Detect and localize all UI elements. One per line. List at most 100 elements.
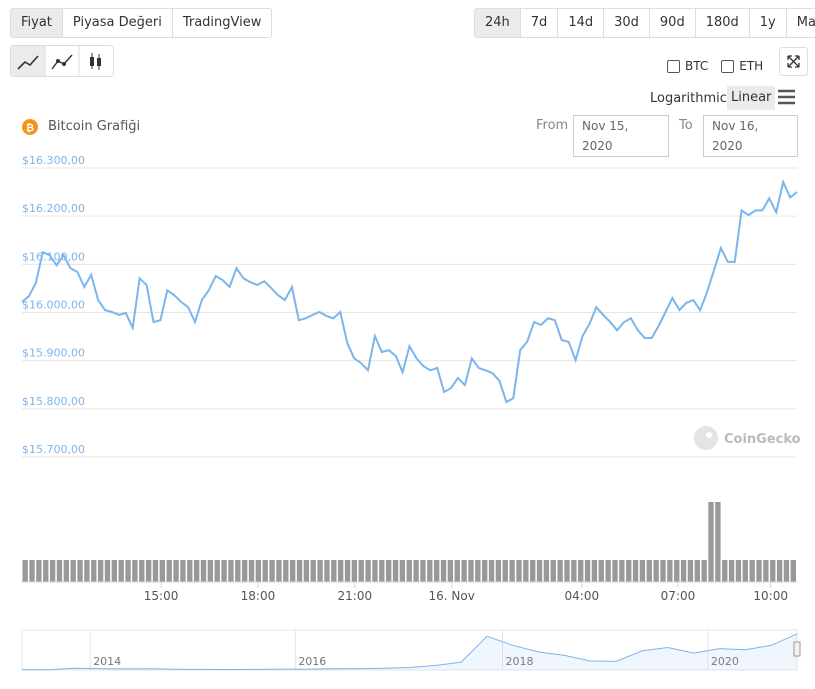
volume-bar — [84, 560, 90, 582]
checkbox-label: BTC — [685, 59, 709, 73]
volume-bar — [413, 560, 419, 582]
fullscreen-button[interactable] — [779, 47, 808, 76]
price-line — [21, 178, 798, 404]
volume-bar — [337, 560, 344, 582]
x-tick-label: 04:00 — [565, 589, 600, 603]
navigator-frame — [21, 629, 798, 671]
volume-bar — [118, 560, 124, 582]
volume-bar — [639, 560, 646, 582]
volume-bar — [502, 560, 508, 582]
volume-bar — [255, 560, 262, 582]
volume-bar — [605, 560, 611, 582]
volume-bar — [680, 560, 687, 582]
volume-bar — [687, 560, 694, 582]
range-button[interactable]: 7d — [519, 9, 558, 37]
range-button[interactable]: 30d — [603, 9, 649, 37]
volume-bar — [543, 560, 550, 582]
range-button[interactable]: 14d — [557, 9, 604, 37]
volume-bar — [420, 560, 426, 582]
scale-option[interactable]: Linear — [727, 86, 776, 110]
navigator-tick-label: 2020 — [711, 655, 739, 668]
range-button[interactable]: Max — [785, 9, 815, 37]
checkbox[interactable] — [721, 59, 735, 73]
range-button[interactable]: 180d — [694, 9, 749, 37]
volume-bar — [22, 560, 28, 582]
scale-option[interactable]: Logarithmic — [650, 91, 727, 106]
volume-bar — [783, 560, 790, 582]
volume-bar — [694, 560, 700, 582]
x-tick-label: 07:00 — [661, 589, 696, 603]
volume-bar — [536, 560, 543, 582]
volume-bar — [159, 560, 166, 582]
volume-bar — [77, 560, 83, 582]
menu-button[interactable] — [777, 88, 797, 106]
volume-bar — [406, 560, 412, 582]
watermark-text: CoinGecko — [724, 432, 801, 447]
from-input[interactable]: Nov 15, 2020 — [573, 115, 669, 157]
to-input[interactable]: Nov 16, 2020 — [703, 115, 798, 157]
coin-icon: ₿ — [22, 119, 38, 135]
volume-bar — [331, 560, 337, 582]
volume-bar — [509, 560, 515, 582]
tab[interactable]: Piyasa Değeri — [61, 9, 172, 37]
volume-bar — [776, 560, 783, 582]
volume-bar — [728, 560, 735, 582]
svg-text:₿: ₿ — [26, 122, 34, 134]
x-tick-label: 16. Nov — [429, 589, 475, 603]
line-type[interactable] — [11, 46, 45, 76]
volume-bar — [763, 560, 769, 582]
to-label: To — [679, 118, 693, 133]
volume-bar — [166, 560, 172, 582]
chart: CoinGecko $15.700,00 $15.800,00 $15.900,00… — [21, 154, 801, 671]
volume-bar — [262, 560, 268, 582]
x-tick-label: 21:00 — [338, 589, 373, 603]
navigator-handle[interactable] — [793, 641, 801, 657]
volume-bar — [29, 560, 35, 582]
navigator-line — [22, 633, 798, 671]
volume-bar — [269, 560, 275, 582]
volume-bar — [735, 560, 742, 582]
volume-bar — [440, 560, 447, 582]
volume-bar — [351, 560, 358, 582]
volume-bar — [619, 560, 625, 582]
volume-bar — [667, 560, 673, 582]
volume-bar — [241, 560, 248, 582]
volume-bar — [303, 560, 310, 582]
range-button[interactable]: 1y — [748, 9, 786, 37]
y-tick-label: $16.300,00 — [22, 154, 85, 167]
volume-bar — [770, 560, 776, 582]
volume-bar — [187, 560, 193, 582]
range-button[interactable]: 24h — [475, 9, 520, 37]
volume-bar — [221, 560, 227, 582]
checkbox[interactable] — [667, 59, 680, 73]
volume-bar — [193, 560, 200, 582]
x-tick-label: 10:00 — [753, 589, 788, 603]
candle-type[interactable] — [90, 53, 101, 70]
compare-group: BTC ETH — [667, 59, 763, 73]
y-tick-label: $15.800,00 — [22, 395, 85, 408]
volume-bar — [358, 560, 364, 582]
volume-bar — [173, 560, 179, 582]
volume-bar — [722, 560, 728, 582]
range-button[interactable]: 90d — [648, 9, 695, 37]
x-tick-label: 15:00 — [144, 589, 179, 603]
tab[interactable]: TradingView — [171, 9, 272, 37]
volume-bar — [344, 560, 351, 582]
volume-bar — [475, 560, 481, 582]
volume-bar — [283, 560, 289, 582]
smooth-type[interactable] — [51, 54, 73, 70]
volume-bar — [564, 560, 570, 582]
volume-bar — [653, 560, 659, 582]
volume-bar — [557, 560, 563, 582]
volume-bar — [550, 560, 556, 582]
tab[interactable]: Fiyat — [11, 9, 62, 37]
volume-bar — [104, 560, 111, 582]
volume-bar — [63, 560, 70, 582]
volume-bar — [228, 560, 234, 582]
volume-bar — [660, 560, 666, 582]
navigator-tick-label: 2018 — [506, 655, 534, 668]
volume-bar — [385, 560, 392, 582]
volume-bar — [701, 560, 707, 582]
checkbox-label: ETH — [739, 59, 764, 73]
volume-bar — [392, 560, 399, 582]
